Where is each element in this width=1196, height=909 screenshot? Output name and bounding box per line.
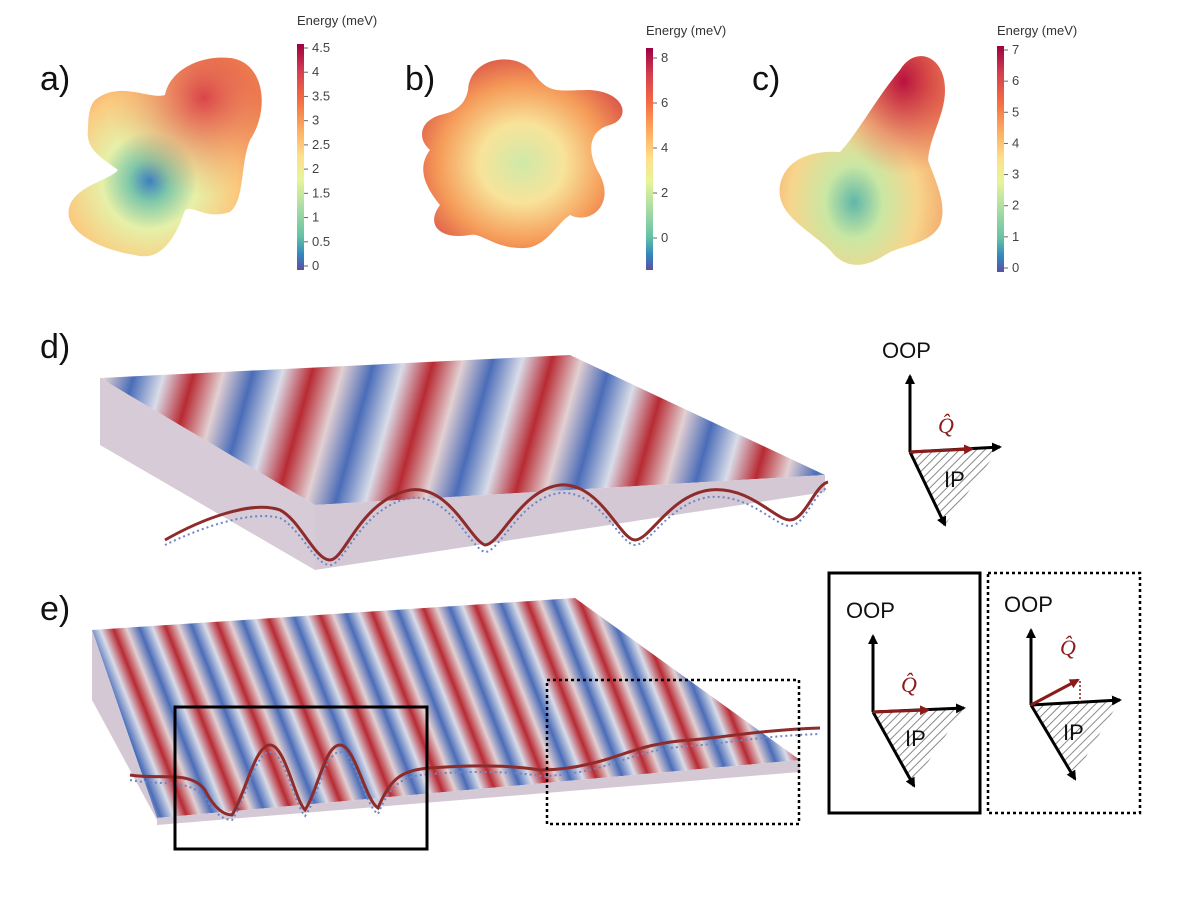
panel-a: a) Energy (meV) 4.5 4 3.5 3 2.5 2 1.5 1 0.5 0: [40, 13, 377, 273]
colorbar-tick-label: 2: [312, 161, 319, 176]
axes-diagram-d: OOP Q̂ IP: [882, 338, 1002, 527]
colorbar-b-title: Energy (meV): [646, 23, 726, 38]
panel-c: c) Energy (meV) 7 6 5 4 3 2 1 0: [752, 23, 1077, 275]
colorbar-tick-label: 4.5: [312, 40, 330, 55]
colorbar-tick-label: 3: [1012, 167, 1019, 182]
colorbar-tick-label: 1: [1012, 229, 1019, 244]
energy-surface-b: [421, 59, 623, 249]
colorbar-tick-label: 1.5: [312, 185, 330, 200]
inset-dotted-oop-label: OOP: [1004, 592, 1053, 617]
panel-d-label: d): [40, 328, 70, 366]
spin-spiral-slab-d: [100, 355, 829, 570]
colorbar-tick-label: 2.5: [312, 137, 330, 152]
colorbar-tick-label: 6: [661, 95, 668, 110]
colorbar-tick-label: 4: [312, 64, 319, 79]
panel-b: b) Energy (meV) 8 6 4 2 0: [405, 23, 726, 270]
colorbar-tick-label: 2: [661, 185, 668, 200]
colorbar-tick-label: 3: [312, 113, 319, 128]
axes-d-ip-label: IP: [944, 467, 965, 492]
energy-surface-a: [68, 57, 262, 257]
colorbar-tick-label: 0: [312, 258, 319, 273]
highlight-box-solid: [173, 705, 429, 851]
colorbar-tick-label: 2: [1012, 198, 1019, 213]
highlight-box-dotted: [545, 678, 801, 826]
colorbar-tick-label: 1: [312, 210, 319, 225]
colorbar-tick-label: 5: [1012, 104, 1019, 119]
colorbar-tick-label: 7: [1012, 42, 1019, 57]
axes-d-oop-label: OOP: [882, 338, 931, 363]
colorbar-tick-label: 0: [1012, 260, 1019, 275]
panel-c-label: c): [752, 60, 780, 98]
colorbar-b: Energy (meV) 8 6 4 2 0: [646, 23, 726, 270]
inset-solid: OOP Q̂ IP: [827, 571, 982, 815]
panel-a-label: a): [40, 60, 70, 98]
panel-e: e) OOP Q̂ IP OOP: [40, 571, 1142, 851]
colorbar-tick-label: 3.5: [312, 88, 330, 103]
colorbar-tick-label: 4: [1012, 135, 1019, 150]
colorbar-tick-label: 0.5: [312, 234, 330, 249]
colorbar-a-title: Energy (meV): [297, 13, 377, 28]
panel-e-label: e): [40, 590, 70, 628]
axes-d-q-label: Q̂: [938, 413, 954, 438]
colorbar-a: Energy (meV) 4.5 4 3.5 3 2.5 2 1.5 1 0.5 0: [297, 13, 377, 273]
colorbar-tick-label: 6: [1012, 73, 1019, 88]
colorbar-tick-label: 8: [661, 50, 668, 65]
energy-surface-c: [779, 56, 945, 265]
inset-solid-ip-label: IP: [905, 726, 926, 751]
colorbar-c: Energy (meV) 7 6 5 4 3 2 1 0: [997, 23, 1077, 275]
inset-solid-q-label: Q̂: [901, 672, 917, 697]
inset-dotted: OOP Q̂ IP: [986, 571, 1142, 815]
colorbar-tick-label: 4: [661, 140, 668, 155]
colorbar-c-title: Energy (meV): [997, 23, 1077, 38]
inset-dotted-ip-label: IP: [1063, 720, 1084, 745]
colorbar-tick-label: 0: [661, 230, 668, 245]
inset-solid-oop-label: OOP: [846, 598, 895, 623]
spin-spiral-slab-e: [92, 598, 821, 825]
panel-d: d) OOP Q̂ IP: [40, 328, 1002, 570]
inset-dotted-q-label: Q̂: [1060, 635, 1076, 660]
panel-b-label: b): [405, 60, 435, 98]
